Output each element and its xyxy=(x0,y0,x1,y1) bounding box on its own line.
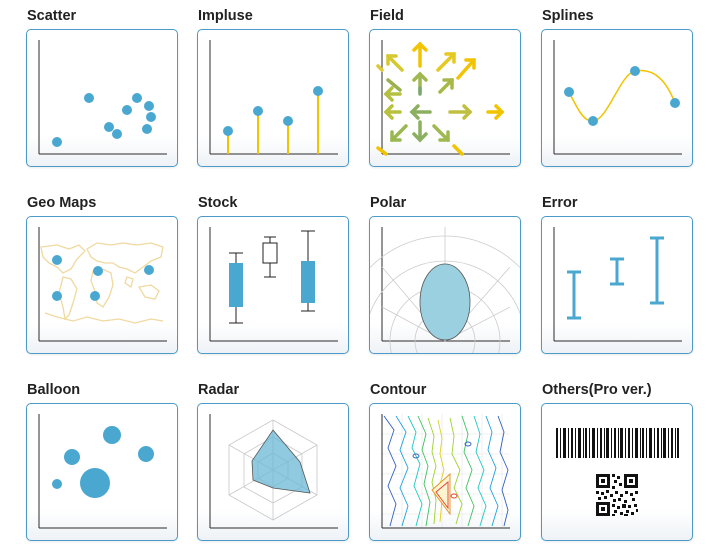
tile-field[interactable]: Field xyxy=(369,7,541,167)
barcode-qr-icon xyxy=(556,428,679,516)
contour-chart-icon xyxy=(381,414,510,529)
spline-chart-icon xyxy=(553,40,682,155)
balloon-chart-icon xyxy=(38,414,167,529)
contour-chart-card[interactable] xyxy=(369,403,521,541)
tile-contour[interactable]: Contour xyxy=(369,381,541,541)
radar-chart-card[interactable] xyxy=(197,403,349,541)
error-chart-card[interactable] xyxy=(541,216,693,354)
tile-label: Radar xyxy=(198,382,240,398)
scatter-chart-icon xyxy=(38,40,167,155)
tile-label: Balloon xyxy=(27,382,81,398)
tile-others-pro[interactable]: Others(Pro ver.) xyxy=(541,381,706,541)
impulse-chart-card[interactable] xyxy=(197,29,349,167)
tile-stock[interactable]: Stock xyxy=(197,194,369,354)
tile-label: Impluse xyxy=(198,8,253,24)
vector-field-chart-icon xyxy=(376,40,510,156)
impulse-chart-icon xyxy=(209,40,338,155)
splines-chart-card[interactable] xyxy=(541,29,693,167)
tile-scatter[interactable]: Scatter xyxy=(26,7,198,167)
field-chart-card[interactable] xyxy=(369,29,521,167)
polar-chart-icon xyxy=(370,227,520,353)
polar-chart-card[interactable] xyxy=(369,216,521,354)
tile-polar[interactable]: Polar xyxy=(369,194,541,354)
tile-splines[interactable]: Splines xyxy=(541,7,706,167)
tile-label: Error xyxy=(542,195,578,211)
geo-maps-chart-card[interactable] xyxy=(26,216,178,354)
tile-label: Contour xyxy=(370,382,427,398)
radar-chart-icon xyxy=(209,414,338,529)
others-pro-card[interactable] xyxy=(541,403,693,541)
tile-label: Stock xyxy=(198,195,238,211)
tile-balloon[interactable]: Balloon xyxy=(26,381,198,541)
tile-label: Geo Maps xyxy=(27,195,97,211)
tile-label: Field xyxy=(370,8,404,24)
geo-map-chart-icon xyxy=(38,227,167,342)
tile-label: Polar xyxy=(370,195,407,211)
error-bar-chart-icon xyxy=(553,227,682,342)
tile-label: Scatter xyxy=(27,8,77,24)
tile-geo-maps[interactable]: Geo Maps xyxy=(26,194,198,354)
balloon-chart-card[interactable] xyxy=(26,403,178,541)
tile-label: Others(Pro ver.) xyxy=(542,382,652,398)
tile-radar[interactable]: Radar xyxy=(197,381,369,541)
tile-error[interactable]: Error xyxy=(541,194,706,354)
stock-chart-icon xyxy=(209,227,338,342)
tile-impulse[interactable]: Impluse xyxy=(197,7,369,167)
tile-label: Splines xyxy=(542,8,594,24)
scatter-chart-card[interactable] xyxy=(26,29,178,167)
stock-chart-card[interactable] xyxy=(197,216,349,354)
